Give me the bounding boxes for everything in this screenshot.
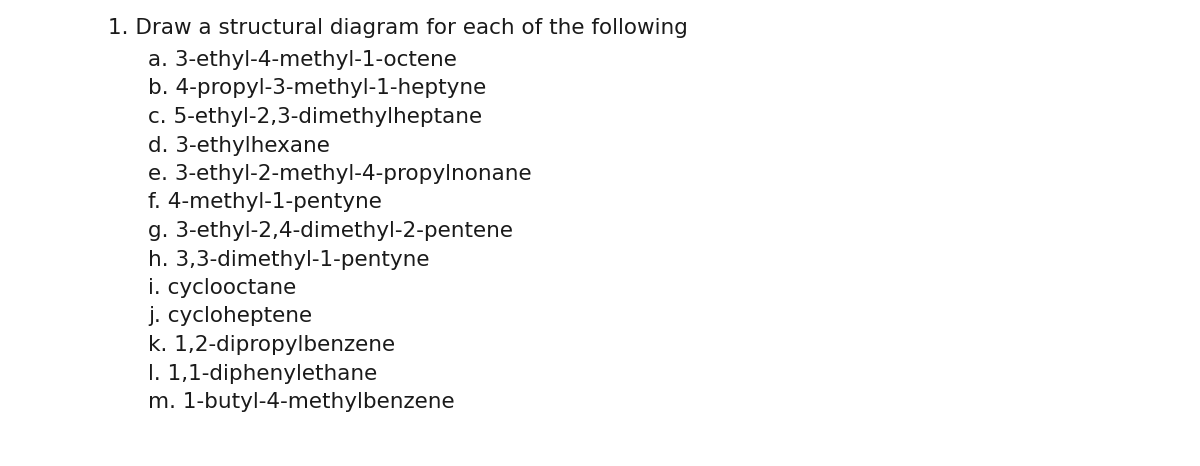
Text: c. 5-ethyl-2,3-dimethylheptane: c. 5-ethyl-2,3-dimethylheptane	[148, 107, 482, 127]
Text: e. 3-ethyl-2-methyl-4-propylnonane: e. 3-ethyl-2-methyl-4-propylnonane	[148, 164, 532, 184]
Text: l. 1,1-diphenylethane: l. 1,1-diphenylethane	[148, 363, 377, 384]
Text: j. cycloheptene: j. cycloheptene	[148, 307, 312, 327]
Text: a. 3-ethyl-4-methyl-1-octene: a. 3-ethyl-4-methyl-1-octene	[148, 50, 457, 70]
Text: 1. Draw a structural diagram for each of the following: 1. Draw a structural diagram for each of…	[108, 18, 688, 38]
Text: k. 1,2-dipropylbenzene: k. 1,2-dipropylbenzene	[148, 335, 395, 355]
Text: m. 1-butyl-4-methylbenzene: m. 1-butyl-4-methylbenzene	[148, 392, 455, 412]
Text: b. 4-propyl-3-methyl-1-heptyne: b. 4-propyl-3-methyl-1-heptyne	[148, 78, 486, 98]
Text: f. 4-methyl-1-pentyne: f. 4-methyl-1-pentyne	[148, 192, 382, 212]
Text: i. cyclooctane: i. cyclooctane	[148, 278, 296, 298]
Text: d. 3-ethylhexane: d. 3-ethylhexane	[148, 136, 330, 156]
Text: h. 3,3-dimethyl-1-pentyne: h. 3,3-dimethyl-1-pentyne	[148, 249, 430, 269]
Text: g. 3-ethyl-2,4-dimethyl-2-pentene: g. 3-ethyl-2,4-dimethyl-2-pentene	[148, 221, 514, 241]
